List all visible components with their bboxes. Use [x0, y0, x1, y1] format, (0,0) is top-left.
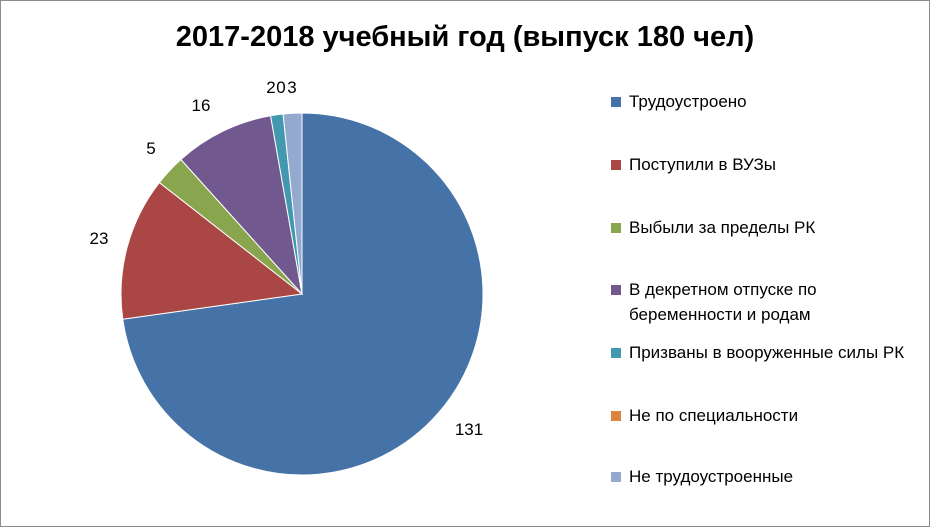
pie-slice-7 [282, 112, 303, 295]
legend-label-4: В декретном отпуске по беременности и ро… [629, 280, 817, 324]
data-label-1: 131 [455, 420, 483, 439]
legend-label-3: Выбыли за пределы РК [629, 218, 816, 237]
legend-item-1: Трудоустроено [611, 89, 926, 114]
legend-swatch-4 [611, 285, 621, 295]
legend-item-7: Не трудоустроенные [611, 464, 926, 489]
legend-label-2: Поступили в ВУЗы [629, 155, 776, 174]
legend-swatch-1 [611, 97, 621, 107]
data-label-7: 3 [287, 78, 296, 97]
legend-label-5: Призваны в вооруженные силы РК [629, 343, 905, 362]
legend-swatch-2 [611, 160, 621, 170]
pie-slice-4 [180, 115, 303, 296]
legend-swatch-3 [611, 223, 621, 233]
data-label-2: 23 [90, 229, 109, 248]
legend-swatch-7 [611, 472, 621, 482]
legend-item-4: В декретном отпуске по беременности и ро… [611, 277, 926, 327]
legend-item-3: Выбыли за пределы РК [611, 215, 926, 240]
chart-title: 2017-2018 учебный год (выпуск 180 чел) [175, 21, 755, 53]
data-label-3: 5 [146, 139, 155, 158]
pie-slice-2 [120, 181, 304, 320]
data-label-4: 16 [192, 96, 211, 115]
legend-item-5: Призваны в вооруженные силы РК [611, 340, 926, 365]
pie-slice-1 [122, 112, 484, 476]
data-label-6: 0 [276, 78, 285, 97]
legend-label-1: Трудоустроено [629, 92, 747, 111]
legend-item-2: Поступили в ВУЗы [611, 152, 926, 177]
legend-label-6: Не по специальности [629, 406, 799, 425]
data-label-5: 2 [266, 78, 275, 97]
legend-swatch-5 [611, 348, 621, 358]
legend-item-6: Не по специальности [611, 403, 926, 428]
legend-swatch-6 [611, 411, 621, 421]
legend-label-7: Не трудоустроенные [629, 467, 794, 486]
